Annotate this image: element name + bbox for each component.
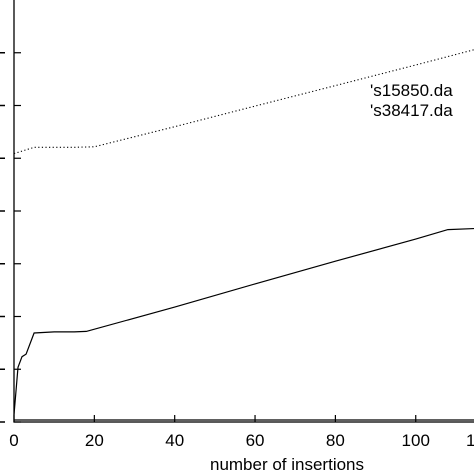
tick-layer: 0 20 40 60 80 100 1 [0, 52, 474, 450]
plot-border [13, 0, 474, 423]
x-axis-label: number of insertions [210, 455, 364, 474]
legend: 's15850.da's38417.da [370, 81, 453, 120]
x-tick-label: 1 [466, 431, 474, 450]
series-layer [13, 49, 474, 421]
x-tick-label: 20 [85, 431, 104, 450]
x-tick-label: 100 [402, 431, 430, 450]
series-line-1 [13, 227, 474, 415]
legend-entry: 's15850.da [370, 81, 453, 100]
x-tick-label: 0 [9, 431, 18, 450]
series-line-0 [13, 49, 474, 155]
x-tick-label: 80 [326, 431, 345, 450]
x-tick-label: 40 [165, 431, 184, 450]
x-tick-label: 60 [246, 431, 265, 450]
legend-entry: 's38417.da [370, 101, 453, 120]
plot-frame [13, 0, 474, 423]
